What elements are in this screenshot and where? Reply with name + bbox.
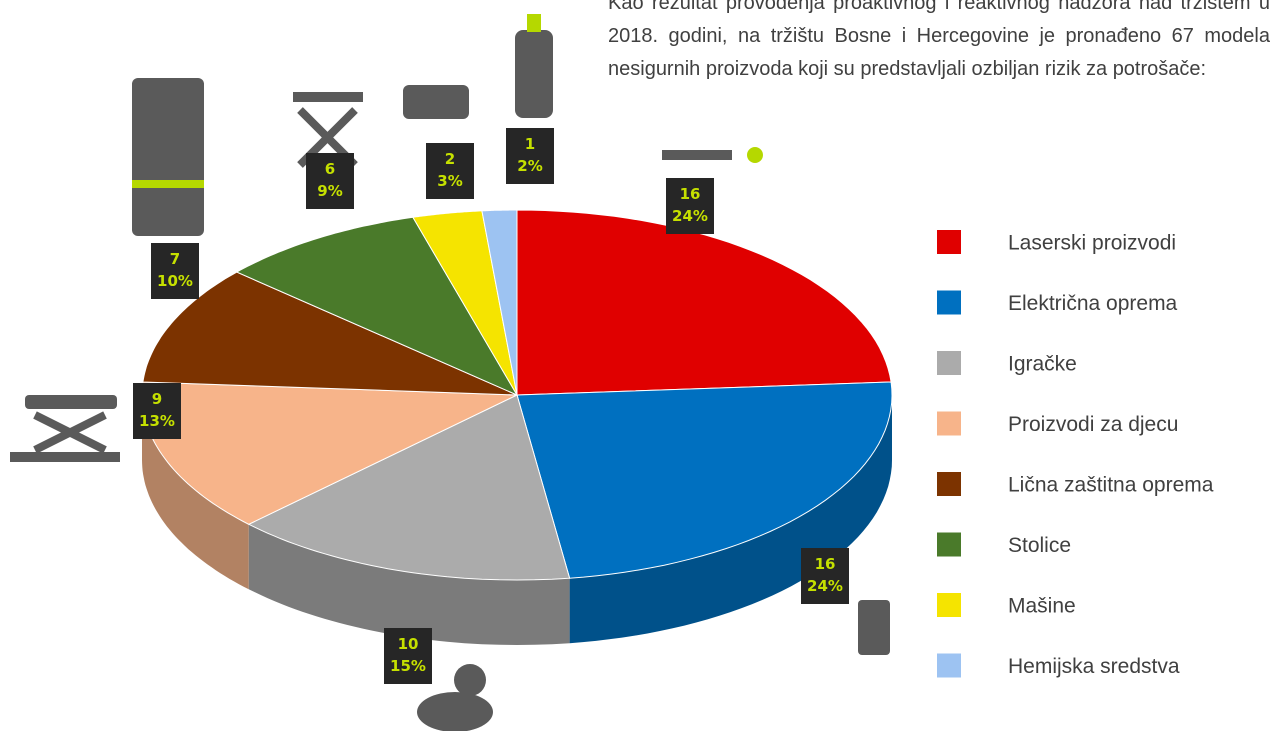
data-label-percent: 24% (807, 577, 843, 595)
data-label-count: 9 (152, 390, 162, 408)
legend-label: Lična zaštitna oprema (1008, 474, 1214, 497)
pie-slice (516, 381, 893, 579)
icon-bottle (515, 30, 553, 118)
data-label-box (666, 178, 714, 234)
data-label-percent: 13% (139, 412, 175, 430)
legend-label: Električna oprema (1008, 292, 1178, 315)
icon-vest-band (132, 180, 204, 188)
data-label-count: 10 (398, 635, 419, 653)
data-label-box (426, 143, 474, 199)
legend-swatch (937, 351, 961, 375)
legend-swatch (937, 411, 961, 436)
data-label-count: 16 (815, 555, 836, 573)
data-label-count: 7 (170, 250, 180, 268)
pie-slice (481, 209, 518, 396)
legend-label: Proizvodi za djecu (1008, 413, 1178, 436)
data-label-box (306, 153, 354, 209)
icon-saw (403, 85, 469, 119)
legend-swatch (937, 593, 961, 617)
legend-swatch (937, 532, 961, 557)
data-label-percent: 10% (157, 272, 193, 290)
pie-slice (247, 394, 571, 581)
data-label-count: 2 (445, 150, 455, 168)
data-label-box (384, 628, 432, 684)
icon-vest (132, 78, 204, 236)
pie-slice-side (569, 395, 892, 644)
icon-laser-beam (747, 147, 763, 163)
pie-slice (235, 216, 519, 397)
data-label-box (151, 243, 199, 299)
icons (10, 14, 890, 731)
data-label-count: 6 (325, 160, 335, 178)
icon-walker-legs (33, 411, 107, 454)
icon-chair (293, 92, 363, 102)
legend-label: Stolice (1008, 534, 1071, 557)
icon-walker (25, 395, 117, 409)
data-label-percent: 24% (672, 207, 708, 225)
icon-bottle-cap (527, 14, 541, 32)
data-label-percent: 3% (437, 172, 462, 190)
icon-plug (858, 600, 890, 655)
data-label-box (801, 548, 849, 604)
legend-swatch (937, 230, 961, 254)
icon-walker-base (10, 452, 120, 462)
legend-label: Igračke (1008, 353, 1077, 376)
icon-duck-head (454, 664, 486, 696)
pie-slice (516, 209, 892, 396)
data-label-percent: 9% (317, 182, 342, 200)
pie-slice-side (142, 395, 249, 590)
pie-slice (142, 271, 518, 396)
data-label-count: 16 (680, 185, 701, 203)
data-label-percent: 15% (390, 657, 426, 675)
pie-slice (412, 210, 518, 396)
legend-swatch (937, 653, 961, 678)
pie-slice-side (248, 524, 570, 645)
legend-swatch (937, 290, 961, 315)
legend-label: Laserski proizvodi (1008, 232, 1176, 255)
icon-duck (417, 692, 493, 731)
legend-label: Hemijska sredstva (1008, 655, 1180, 678)
legend-label: Mašine (1008, 595, 1076, 618)
data-label-box (133, 383, 181, 439)
icon-laser (662, 150, 732, 160)
intro-text: Kao rezultat provođenja proaktivnog i re… (608, 0, 1270, 80)
data-label-box (506, 128, 554, 184)
data-label-count: 1 (525, 135, 535, 153)
data-label-percent: 2% (517, 157, 542, 175)
legend-swatch (937, 472, 961, 496)
